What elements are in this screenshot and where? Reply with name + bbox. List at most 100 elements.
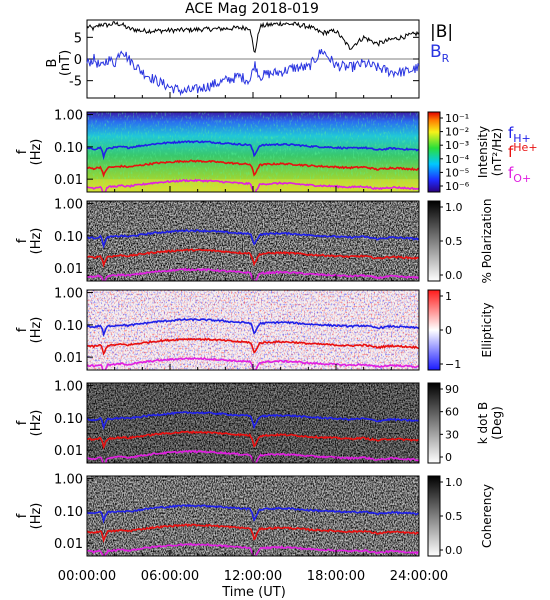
colorbar-tick-label: 1.0 [445,476,463,489]
legend-br-main: B [430,42,442,62]
legend-f-h-sub: H+ [513,132,531,145]
spectral-panel-image [87,476,419,556]
colorbar-tick-label: −1 [445,358,461,371]
f-axis-unit: (Hz) [29,503,44,530]
b-y-label: B [45,59,60,68]
f-tick-label: 0.01 [54,537,83,552]
x-tick-label: 00:00:00 [58,569,116,584]
colorbar-tick-label: 0.0 [445,269,463,282]
f-axis-label: f [15,420,30,425]
f-tick-label: 1.00 [54,380,83,395]
f-axis-unit: (Hz) [29,410,44,437]
x-tick-label: 18:00:00 [307,569,365,584]
chart-title: ACE Mag 2018-019 [185,1,319,17]
colorbar-label: % Polarization [480,199,494,284]
colorbar-tick-label: 0.5 [445,510,463,523]
legend-f-he-sub: He+ [513,141,537,154]
f-tick-label: 0.10 [54,505,83,520]
spectral-panel-1: 1.00 0.10 0.01 f (Hz) 10⁻¹10⁻²10⁻³10⁻⁴10⁻⁵10⁻… [15,109,504,193]
x-axis-ticks: 00:00:00 06:00:00 12:00:00 18:00:00 24:00:00 [58,569,448,584]
f-tick-label: 1.00 [54,287,83,302]
f-tick-label: 0.10 [54,412,83,427]
legend-f-he: fHe+ [508,141,538,161]
spectral-panel-2: 1.00 0.10 0.01 f (Hz) 1.0 0.5 0.0 % Polarization [15,198,494,284]
colorbar-tick-label: 10⁻⁵ [445,166,469,179]
f-tick-label: 0.10 [54,319,83,334]
colorbar-label: Ellipticity [480,303,494,358]
spectral-panel-4: 1.00 0.10 0.01 f (Hz) 90 60 30 0 k dot B (Deg) [15,380,504,464]
colorbar [427,289,441,371]
b-field-panel: 50-5 B (nT) |B| BR [45,19,453,99]
spectral-panel-image [87,383,419,463]
legend-br: BR [430,42,450,65]
ion-curve-h [87,411,419,431]
x-tick-label: 12:00:00 [224,569,282,584]
f-axis-label: f [15,513,30,518]
legend-f-h-main: f [508,124,514,142]
f-tick-label: 0.01 [54,444,83,459]
spectral-panel-image [87,112,419,192]
colorbar-unit: (nT²/Hz) [490,128,504,176]
spectral-panel-3: 1.00 0.10 0.01 f (Hz) 1 0 −1 Ellipticity [15,287,494,371]
legend-f-o-sub: O+ [513,172,531,185]
colorbar-unit: (Deg) [490,406,504,440]
x-tick-label: 24:00:00 [390,569,448,584]
colorbar-tick-label: 30 [445,428,459,441]
ion-curve-h [87,503,419,524]
f-tick-label: 0.01 [54,351,83,366]
f-axis-label: f [15,327,30,332]
x-axis-label: Time (UT) [221,585,286,600]
legend-f-h: fH+ [508,124,531,145]
f-axis-unit: (Hz) [29,228,44,255]
ion-curve-h [87,317,419,338]
f-axis-unit: (Hz) [29,317,44,344]
f-axis-label: f [15,149,30,154]
ion-curve-h [87,228,419,250]
legend-f-o-main: f [508,164,514,182]
colorbar-tick-label: 90 [445,383,459,396]
ion-curve-he [87,430,419,450]
f-tick-label: 0.01 [54,262,83,277]
colorbar-tick-label: 10⁻⁴ [445,153,470,166]
b-y-unit: (nT) [58,50,73,76]
f-tick-label: 1.00 [54,109,83,124]
spectral-panel-image [87,290,419,370]
ion-curve-he [87,159,419,178]
b-y-tick-label: -5 [69,75,82,90]
colorbar-tick-label: 0.5 [445,235,463,248]
spectral-panel-image [87,201,419,281]
b-legend: |B| BR [430,22,453,65]
colorbar [427,475,441,557]
ion-curve-he [87,248,419,269]
colorbar-tick-label: 10⁻² [445,126,469,139]
b-series-group [86,20,420,98]
legend-f-o: fO+ [508,164,531,185]
legend-abs-b: |B| [430,22,453,42]
colorbar-label: k dot B [476,402,490,444]
f-tick-label: 0.10 [54,230,83,245]
colorbar-label: Intensity [476,126,490,178]
colorbar-tick-label: 10⁻¹ [445,112,469,125]
b-y-tick-label: 0 [74,53,82,68]
colorbar-label: Coherency [480,484,494,548]
colorbar-tick-label: 1 [445,290,452,303]
b-series-line-abs-b [86,20,420,54]
spectral-panels: 1.000.100.01f (Hz)10⁻¹10⁻²10⁻³10⁻⁴10⁻⁵10⁻… [15,109,504,557]
ion-curve-he [87,523,419,543]
colorbar [427,111,441,193]
colorbar [427,382,441,464]
f-tick-label: 0.10 [54,141,83,156]
colorbar-tick-label: 60 [445,406,459,419]
f-axis-label: f [15,238,30,243]
ion-legend: fH+ fHe+ fO+ [508,124,538,185]
b-series-line-br [86,48,420,97]
colorbar-tick-label: 0.0 [445,544,463,557]
x-tick-label: 06:00:00 [141,569,199,584]
colorbar-tick-label: 10⁻⁶ [445,180,470,193]
f-tick-label: 1.00 [54,198,83,213]
b-y-ticks: 5 0 -5 [69,31,419,90]
colorbar [427,200,441,282]
colorbar-tick-label: 0 [445,451,452,464]
ion-curve-h [87,140,419,161]
